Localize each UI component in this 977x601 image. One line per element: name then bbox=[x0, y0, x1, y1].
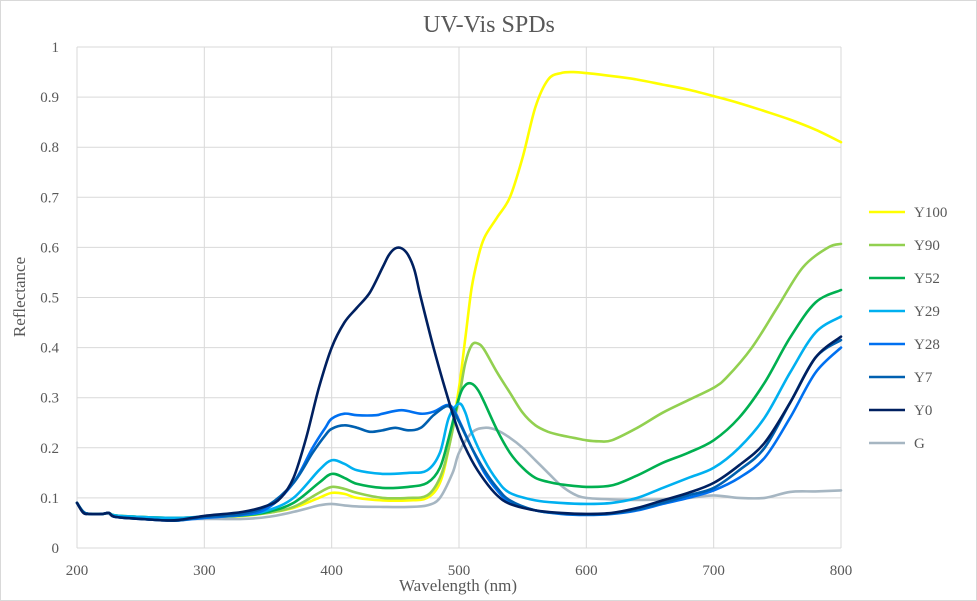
legend-label-g: G bbox=[914, 436, 925, 452]
y-tick-label: 1 bbox=[52, 40, 60, 56]
y-tick-label: 0 bbox=[52, 541, 60, 557]
y-tick-label: 0.3 bbox=[40, 391, 59, 407]
x-tick-label: 200 bbox=[66, 563, 89, 579]
y-tick-label: 0.5 bbox=[40, 291, 59, 307]
y-axis-title: Reflectance bbox=[10, 257, 29, 337]
legend-label-y100: Y100 bbox=[914, 205, 947, 221]
x-tick-label: 400 bbox=[320, 563, 343, 579]
legend-label-y52: Y52 bbox=[914, 271, 940, 287]
legend: Y100 Y90 Y52 Y29 Y28 Y7 Y0 G bbox=[869, 205, 947, 452]
series-line-y0 bbox=[75, 246, 843, 522]
chart-title: UV-Vis SPDs bbox=[423, 12, 555, 38]
legend-label-y29: Y29 bbox=[914, 304, 940, 320]
x-tick-label: 800 bbox=[830, 563, 853, 579]
legend-label-y28: Y28 bbox=[914, 337, 940, 353]
series-line-y29 bbox=[75, 315, 843, 520]
x-tick-label: 300 bbox=[193, 563, 216, 579]
y-tick-label: 0.1 bbox=[40, 491, 59, 507]
x-tick-label: 500 bbox=[448, 563, 471, 579]
x-axis-ticks: 200 300 400 500 600 700 800 bbox=[66, 563, 853, 579]
x-tick-label: 600 bbox=[575, 563, 598, 579]
legend-label-y90: Y90 bbox=[914, 238, 940, 254]
y-tick-label: 0.2 bbox=[40, 441, 59, 457]
legend-label-y0: Y0 bbox=[914, 403, 932, 419]
legend-label-y7: Y7 bbox=[914, 370, 933, 386]
y-tick-label: 0.7 bbox=[40, 190, 59, 206]
y-tick-label: 0.9 bbox=[40, 90, 59, 106]
y-tick-label: 0.8 bbox=[40, 140, 59, 156]
x-tick-label: 700 bbox=[702, 563, 725, 579]
gridlines bbox=[76, 46, 842, 549]
x-axis-title: Wavelength (nm) bbox=[399, 576, 517, 595]
y-tick-label: 0.6 bbox=[40, 240, 59, 256]
series-lines bbox=[75, 70, 843, 523]
y-axis-ticks: 0 0.1 0.2 0.3 0.4 0.5 0.6 0.7 0.8 0.9 1 bbox=[40, 40, 59, 557]
y-tick-label: 0.4 bbox=[40, 341, 59, 357]
